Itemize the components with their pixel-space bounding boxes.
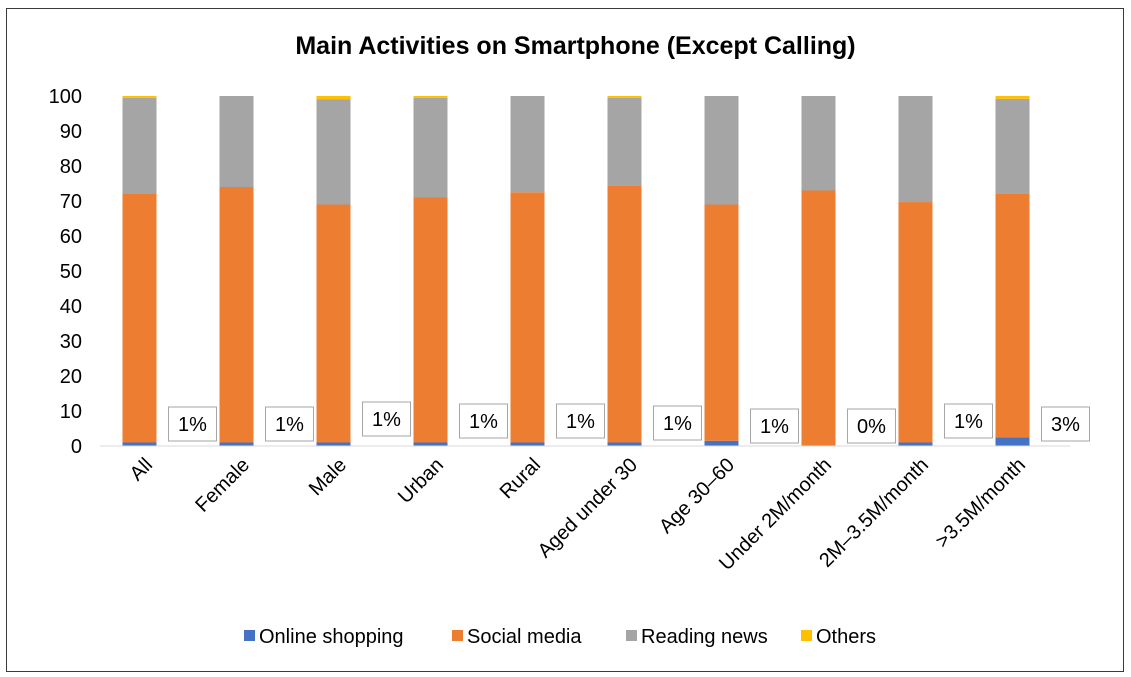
y-tick-label: 50	[60, 261, 82, 283]
bar-social-media	[122, 194, 157, 443]
bar-social-media	[898, 202, 933, 443]
legend-label: Online shopping	[259, 626, 404, 648]
chart-frame	[6, 8, 1124, 672]
bar-online-shopping	[219, 442, 254, 446]
legend-label: Reading news	[641, 626, 768, 648]
bar-reading-news	[607, 97, 642, 186]
bar-others	[122, 96, 157, 98]
x-tick-label: Male	[305, 454, 351, 500]
x-tick-label: All	[126, 454, 157, 485]
y-axis: 0 10 20 30 40 50 60 70 80 90 100	[49, 86, 82, 458]
data-label: 1%	[944, 403, 993, 439]
svg-text:1%: 1%	[663, 413, 692, 435]
legend-label: Social media	[467, 626, 582, 648]
bar-social-media	[316, 204, 351, 443]
legend-swatch	[626, 630, 637, 641]
y-tick-label: 40	[60, 296, 82, 318]
bar-reading-news	[801, 96, 836, 191]
bar-reading-news	[316, 99, 351, 205]
svg-text:1%: 1%	[954, 411, 983, 433]
legend-label: Others	[816, 626, 876, 648]
bar-social-media	[801, 190, 836, 446]
x-tick-label: >3.5M/month	[932, 454, 1030, 552]
svg-text:3%: 3%	[1051, 414, 1080, 436]
bars	[122, 96, 1030, 446]
x-tick-label: Aged under 30	[534, 454, 642, 562]
legend-item-reading-news: Reading news	[626, 626, 768, 648]
legend-item-others: Others	[801, 626, 876, 648]
x-tick-label: Rural	[496, 454, 545, 503]
bar-reading-news	[413, 97, 448, 198]
data-labels: 1% 1% 1% 1% 1% 1% 1% 0% 1% 3%	[168, 401, 1090, 444]
bar-others	[316, 96, 351, 100]
bar-online-shopping	[607, 442, 642, 446]
bar-reading-news	[122, 97, 157, 194]
y-tick-label: 30	[60, 331, 82, 353]
data-label: 3%	[1041, 406, 1090, 442]
legend-swatch	[244, 630, 255, 641]
bar-social-media	[704, 204, 739, 441]
bar-social-media	[219, 187, 254, 443]
svg-text:1%: 1%	[760, 416, 789, 438]
legend-swatch	[452, 630, 463, 641]
x-tick-label: Urban	[394, 454, 448, 508]
bar-others	[607, 96, 642, 98]
svg-text:1%: 1%	[275, 414, 304, 436]
bar-online-shopping	[704, 440, 739, 446]
bar-social-media	[607, 185, 642, 443]
y-tick-label: 80	[60, 156, 82, 178]
data-label: 1%	[653, 405, 702, 441]
chart-title: Main Activities on Smartphone (Except Ca…	[295, 32, 856, 60]
bar-online-shopping	[898, 442, 933, 446]
data-label: 1%	[750, 408, 799, 444]
y-tick-label: 10	[60, 401, 82, 423]
legend-item-online-shopping: Online shopping	[244, 626, 404, 648]
bar-others	[995, 96, 1030, 99]
bar-online-shopping	[510, 442, 545, 446]
y-tick-label: 0	[71, 436, 82, 458]
svg-text:1%: 1%	[566, 411, 595, 433]
bar-social-media	[510, 192, 545, 443]
bar-online-shopping	[122, 442, 157, 446]
legend-swatch	[801, 630, 812, 641]
data-label: 1%	[362, 401, 411, 437]
data-label: 1%	[168, 406, 217, 442]
bar-reading-news	[704, 96, 739, 205]
bar-social-media	[995, 193, 1030, 438]
bar-online-shopping	[413, 442, 448, 446]
y-tick-label: 90	[60, 121, 82, 143]
y-tick-label: 100	[49, 86, 82, 108]
y-tick-label: 60	[60, 226, 82, 248]
bar-reading-news	[995, 98, 1030, 194]
svg-text:1%: 1%	[178, 414, 207, 436]
bar-others	[413, 96, 448, 98]
svg-text:0%: 0%	[857, 416, 886, 438]
data-label: 1%	[265, 406, 314, 442]
y-tick-label: 20	[60, 366, 82, 388]
x-tick-label: Age 30–60	[655, 454, 739, 538]
svg-text:1%: 1%	[372, 409, 401, 431]
data-label: 1%	[556, 403, 605, 439]
bar-reading-news	[898, 96, 933, 203]
bar-online-shopping	[316, 442, 351, 446]
y-tick-label: 70	[60, 191, 82, 213]
legend-item-social-media: Social media	[452, 626, 582, 648]
bar-reading-news	[219, 96, 254, 187]
data-label: 1%	[459, 403, 508, 439]
bar-reading-news	[510, 96, 545, 193]
bar-social-media	[413, 197, 448, 443]
legend: Online shopping Social media Reading news O…	[244, 626, 876, 648]
svg-text:1%: 1%	[469, 411, 498, 433]
x-tick-label: Female	[191, 454, 254, 517]
bar-online-shopping	[995, 437, 1030, 446]
data-label: 0%	[847, 408, 896, 444]
